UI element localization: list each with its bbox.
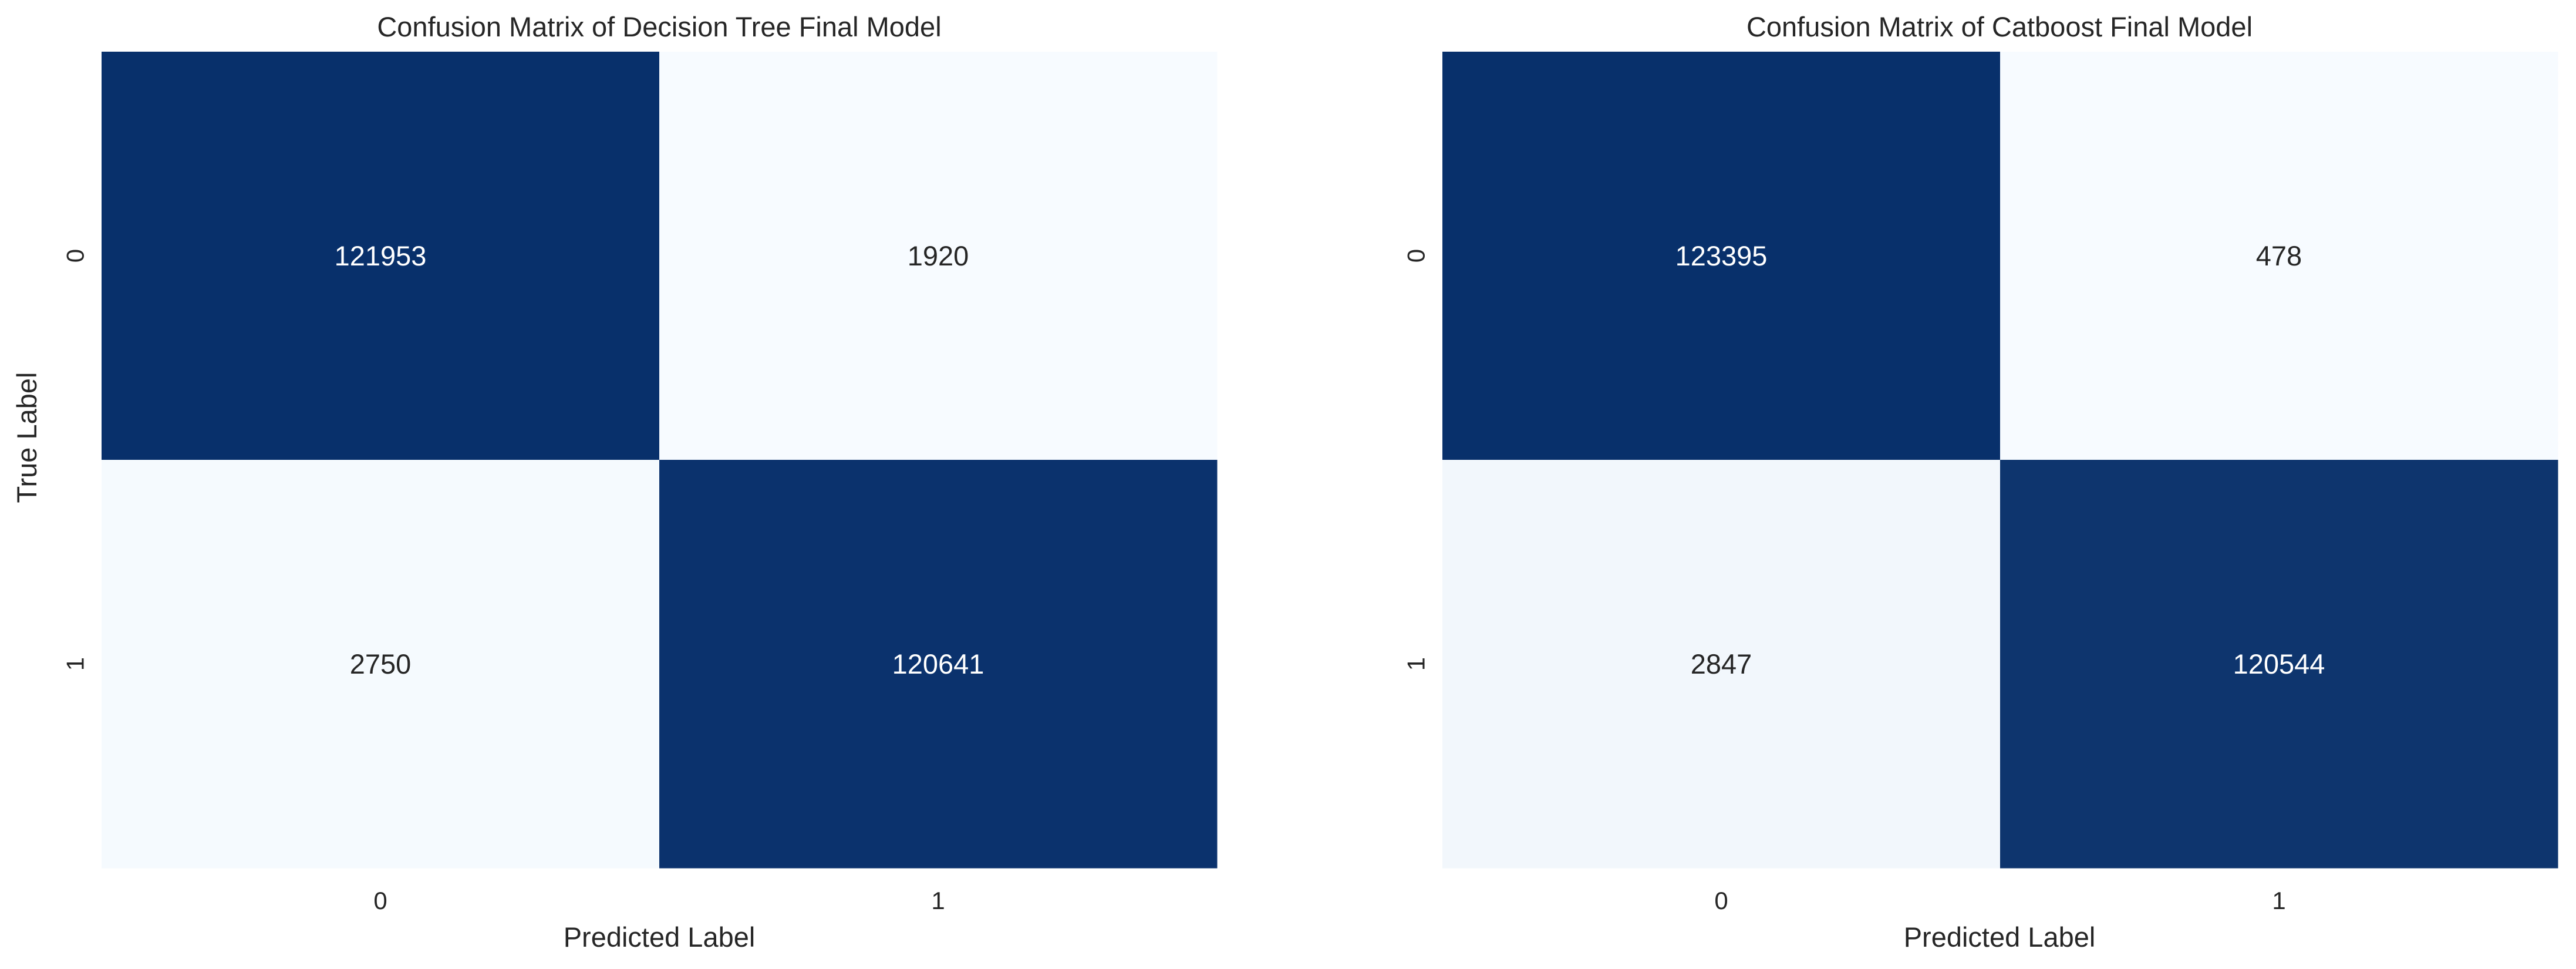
y-tick-label: 1 (62, 657, 89, 671)
x-tick-label: 0 (373, 887, 387, 914)
heatmap-cells: 123395 478 2847 120544 (1442, 52, 2558, 869)
y-tick-label: 0 (62, 249, 89, 263)
cell-value-label: 478 (2256, 240, 2302, 271)
x-tick-label: 1 (2272, 887, 2285, 914)
cell-value-label: 1920 (908, 240, 969, 271)
y-tick-label: 1 (1402, 657, 1430, 671)
heatmap-cell-r0-c1 (659, 52, 1218, 460)
y-tick-label: 0 (1402, 249, 1430, 263)
heatmap-cell-r1-c1 (2000, 460, 2558, 869)
chart-title: Confusion Matrix of Decision Tree Final … (377, 11, 941, 42)
cell-value-label: 2847 (1691, 648, 1752, 679)
heatmap-cell-r0-c0 (1442, 52, 2001, 460)
y-tick-labels: 01 (1402, 249, 1430, 671)
decision-tree-confusion-matrix: Confusion Matrix of Decision Tree Final … (11, 11, 1218, 953)
x-tick-label: 0 (1714, 887, 1728, 914)
cell-value-label: 120641 (892, 648, 984, 679)
catboost-confusion-matrix: Confusion Matrix of Catboost Final Model… (1402, 11, 2558, 953)
heatmap-cell-r0-c0 (102, 52, 660, 460)
x-axis-label: Predicted Label (564, 921, 756, 953)
y-tick-labels: 01 (62, 249, 89, 671)
heatmap-cell-r1-c0 (102, 460, 660, 869)
heatmap-cell-r0-c1 (2000, 52, 2558, 460)
cell-value-label: 123395 (1675, 240, 1768, 271)
heatmap-cell-r1-c1 (659, 460, 1218, 869)
chart-title: Confusion Matrix of Catboost Final Model (1746, 11, 2253, 42)
y-axis-label: True Label (11, 372, 42, 503)
cell-value-label: 120544 (2233, 648, 2325, 679)
heatmap-cells: 121953 1920 2750 120641 (102, 52, 1218, 869)
x-axis-label: Predicted Label (1904, 921, 2096, 953)
heatmap-cell-r1-c0 (1442, 460, 2001, 869)
x-tick-label: 1 (931, 887, 945, 914)
cell-value-label: 2750 (350, 648, 412, 679)
cell-value-label: 121953 (335, 240, 427, 271)
